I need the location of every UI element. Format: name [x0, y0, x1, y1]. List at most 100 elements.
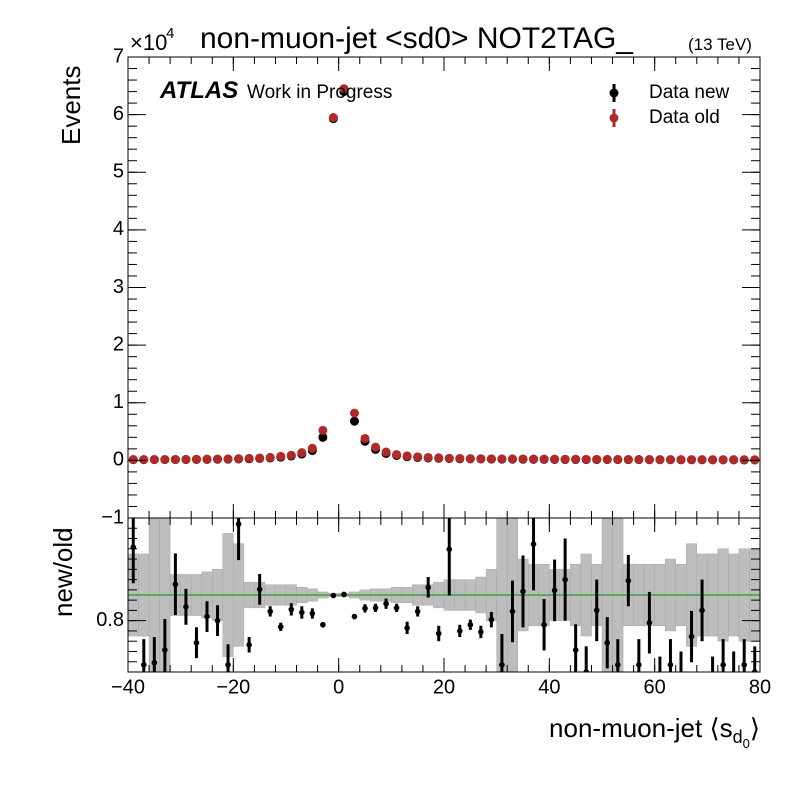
data-point: [297, 448, 307, 458]
ratio-point: [435, 630, 442, 637]
y-tick-label: 1: [113, 391, 124, 413]
data-point: [392, 450, 402, 460]
x-tick-label: 40: [538, 676, 560, 698]
data-point: [234, 454, 244, 464]
ratio-point: [172, 581, 179, 588]
y-tick-label: 3: [113, 276, 124, 298]
ratio-point: [183, 604, 189, 610]
ratio-point: [288, 606, 295, 613]
x-tick-label: 20: [433, 676, 455, 698]
data-point: [602, 454, 612, 464]
y-tick-label: 0.8: [96, 609, 124, 631]
legend-label: Data new: [649, 82, 730, 103]
ratio-point: [299, 609, 305, 616]
x-tick-label: 60: [644, 676, 666, 698]
data-point: [181, 454, 191, 464]
x-axis-title-end: ⟩: [750, 713, 760, 743]
ratio-point: [509, 608, 516, 615]
ratio-point: [699, 607, 705, 614]
y-tick-label: 7: [113, 45, 124, 67]
data-point: [613, 454, 623, 464]
x-tick-label: −20: [216, 676, 250, 698]
data-point: [623, 454, 633, 464]
ratio-point: [393, 605, 400, 611]
ratio-point: [225, 662, 231, 668]
ratio-point: [204, 613, 210, 620]
main-plot-area: [128, 84, 760, 465]
ratio-point: [246, 641, 252, 648]
data-point: [497, 454, 507, 464]
data-point: [718, 455, 728, 465]
data-point: [518, 454, 528, 464]
x-axis-title-subsub: 0: [743, 736, 750, 751]
y-multiplier-exp: 4: [166, 25, 174, 42]
x-tick-label: 80: [749, 676, 771, 698]
data-point: [160, 455, 170, 465]
data-point: [665, 455, 675, 465]
ratio-point: [741, 662, 747, 668]
data-point: [581, 454, 591, 464]
ratio-point: [604, 639, 611, 646]
x-axis-title-main: non-muon-jet ⟨s: [549, 713, 733, 743]
data-point: [729, 455, 739, 465]
ratio-point: [309, 610, 316, 617]
data-point: [634, 455, 644, 465]
data-point: [644, 455, 654, 465]
ratio-point: [688, 633, 695, 640]
series: [128, 84, 760, 465]
data-point: [349, 416, 359, 426]
data-point: [255, 453, 265, 463]
data-point: [149, 455, 159, 465]
x-axis-title-sub: d: [733, 727, 743, 747]
data-point: [676, 455, 686, 465]
y-tick-label: −1: [101, 506, 124, 528]
data-point: [413, 452, 423, 462]
y-tick-label: 2: [113, 333, 124, 355]
ratio-point: [593, 607, 600, 614]
data-point: [697, 455, 707, 465]
ratio-point: [520, 588, 526, 595]
chart-title: non-muon-jet <sd0> NOT2TAG_: [200, 22, 634, 55]
atlas-label: ATLAS: [159, 77, 238, 104]
legend-label: Data old: [649, 107, 720, 128]
ratio-point: [362, 605, 368, 612]
ratio-point: [615, 662, 621, 668]
y-axis-title: Events: [56, 66, 86, 146]
data-point: [708, 455, 718, 465]
title-suffix: (13 TeV): [688, 35, 752, 54]
ratio-point: [341, 591, 347, 598]
data-point: [381, 447, 391, 457]
ratio-point: [488, 616, 495, 623]
ratio-point: [551, 587, 558, 594]
ratio-point: [583, 669, 589, 672]
data-point: [371, 442, 381, 452]
ratio-point: [499, 662, 505, 668]
ratio-point: [446, 546, 453, 553]
ratio-point: [425, 584, 432, 591]
data-point: [360, 433, 370, 443]
data-point: [560, 454, 570, 464]
data-point: [592, 454, 602, 464]
x-tick-label: 0: [333, 676, 344, 698]
atlas-note: Work in Progress: [247, 82, 392, 103]
ratio-point: [414, 608, 421, 615]
data-point: [276, 451, 286, 461]
ratio-point: [625, 577, 632, 584]
data-point: [286, 450, 296, 460]
ratio-point: [572, 647, 579, 653]
data-point: [213, 454, 223, 464]
data-point: [465, 454, 475, 464]
ratio-point: [646, 619, 653, 626]
data-point: [318, 425, 328, 435]
data-point: [265, 452, 275, 462]
data-point: [655, 455, 665, 465]
data-point: [476, 454, 486, 464]
ratio-point: [467, 621, 474, 628]
x-tick-label: −40: [111, 676, 145, 698]
data-point: [202, 454, 212, 464]
ratio-point: [457, 628, 463, 634]
ratio-point: [193, 639, 200, 646]
data-point: [128, 455, 138, 465]
